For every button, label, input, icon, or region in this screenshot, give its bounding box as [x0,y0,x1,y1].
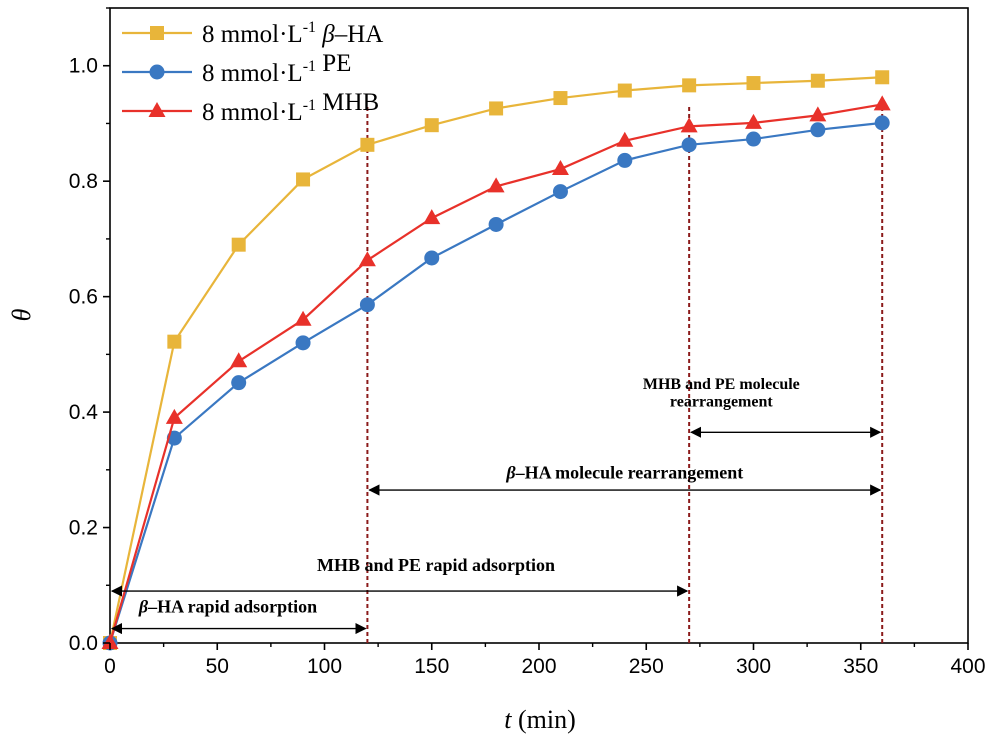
legend-label-main: 8 mmol·L [202,60,303,87]
data-point [231,375,247,391]
x-tick-label: 300 [736,655,771,678]
data-point [359,297,375,313]
x-tick-label: 250 [629,655,664,678]
legend-label-rest: PE [316,50,351,77]
data-point [296,172,311,187]
data-point [295,335,311,351]
data-point [746,131,761,147]
data-point [230,352,248,368]
legend-label: 8 mmol·L-1 β–HA [202,19,383,48]
series-triangle [101,95,891,649]
data-point [423,209,441,225]
data-point [231,237,246,252]
y-tick-label: 0.6 [69,286,98,309]
x-tick-label: 50 [206,655,229,678]
annotation-text: MHB and PE rapid adsorption [317,555,555,575]
legend-label-rest: –HA [334,21,384,48]
data-point [424,250,440,266]
annotation-body: MHB and PE molecule [643,376,800,393]
annotation-body: MHB and PE rapid adsorption [317,555,555,575]
data-point [616,131,634,147]
legend-label-sup: -1 [303,97,316,114]
x-tick-label: 0 [104,655,116,678]
legend-label-greek: β [316,21,335,48]
legend-marker [148,102,166,117]
annotation-text: β–HA rapid adsorption [138,596,317,616]
data-point [165,408,183,424]
data-point [101,634,119,649]
data-point [873,95,891,111]
data-point [810,73,825,88]
annotation-body: rearrangement [670,393,773,410]
x-tick-label: 150 [414,655,449,678]
y-tick-label: 0.0 [69,632,98,655]
data-point [810,122,826,138]
legend-label-sup: -1 [303,58,316,75]
series-square [103,70,890,650]
legend-label-main: 8 mmol·L [202,21,303,48]
data-point [682,78,697,93]
data-point [552,184,568,200]
data-point [551,160,569,176]
data-point [617,83,632,98]
annotation-text: MHB and PE molecule [643,376,800,393]
y-axis-title: θ [7,308,36,321]
data-point [681,137,697,153]
legend-entry: 8 mmol·L-1 PE [122,50,351,87]
annotation-dash: – [515,462,526,482]
data-point [360,137,375,152]
data-point [745,113,762,129]
x-axis-title-unit: (min) [511,705,575,734]
x-tick-label: 400 [950,655,985,678]
annotation-text: β–HA molecule rearrangement [505,462,743,482]
legend-label-main: 8 mmol·L [202,99,303,126]
legend-entry: 8 mmol·L-1 β–HA [122,19,383,48]
legend-label: 8 mmol·L-1 MHB [202,89,379,126]
x-axis-title-var: t [504,705,512,734]
series-circle [102,115,890,651]
data-point [617,152,633,168]
annotation-body: HA molecule rearrangement [525,462,744,482]
legend-marker [149,64,165,80]
x-tick-label: 200 [521,655,556,678]
data-point [680,117,698,133]
y-tick-label: 0.8 [69,170,98,193]
data-point [424,118,439,133]
annotation-greek: β [138,596,149,616]
legend-marker [150,26,164,40]
data-point [358,251,376,267]
legend-label: 8 mmol·L-1 PE [202,50,351,87]
annotation-body: HA rapid adsorption [157,596,317,616]
annotation-dash: – [147,596,158,616]
data-point [489,101,504,116]
annotation-text: rearrangement [670,393,773,410]
legend-label-sup: -1 [303,19,316,36]
data-point [746,76,761,91]
data-point [294,310,312,326]
legend-label-rest: MHB [316,89,379,116]
x-tick-label: 350 [843,655,878,678]
data-point [874,115,890,131]
legend-entry: 8 mmol·L-1 MHB [122,89,379,126]
x-axis-title: t (min) [504,705,576,734]
y-tick-label: 0.4 [69,401,99,424]
data-point [553,91,568,106]
y-tick-label: 0.2 [69,517,98,540]
y-tick-label: 1.0 [69,55,98,78]
data-point [488,216,504,232]
data-point [875,70,890,85]
data-point [487,177,505,193]
data-point [809,106,827,122]
data-point [167,334,182,349]
x-tick-label: 100 [307,655,342,678]
annotation-greek: β [505,462,516,482]
